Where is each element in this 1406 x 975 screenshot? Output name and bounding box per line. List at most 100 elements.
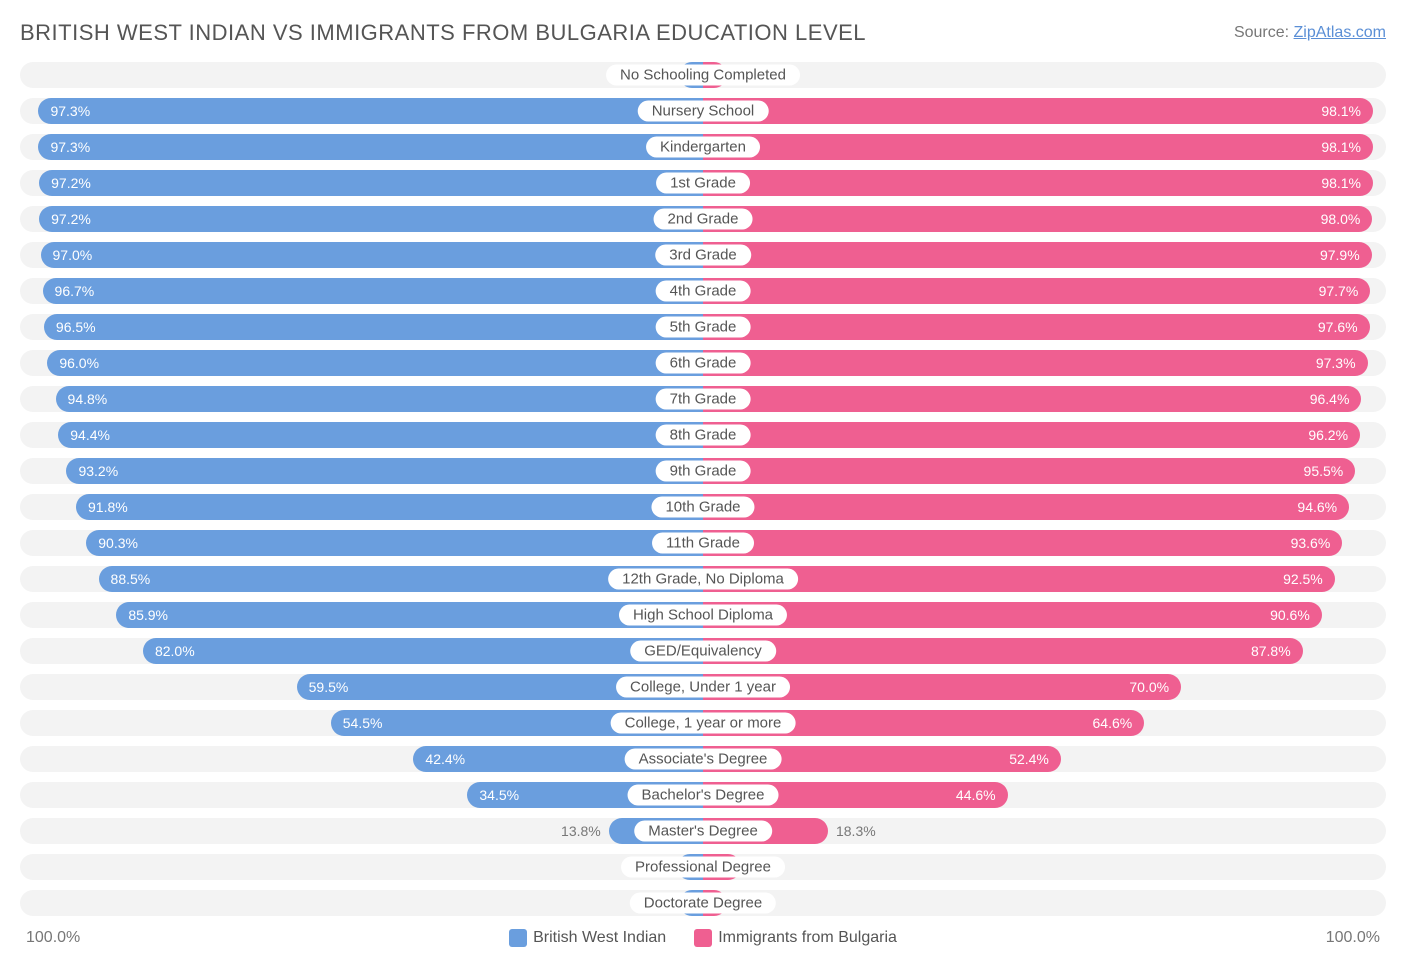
- chart-row: 85.9%90.6%High School Diploma: [20, 602, 1386, 628]
- chart-bar-right: 87.8%: [703, 638, 1303, 664]
- chart-row-right-side: 1.9%: [703, 62, 1386, 88]
- chart-row: 13.8%18.3%Master's Degree: [20, 818, 1386, 844]
- chart-row-category-label: 6th Grade: [656, 353, 751, 374]
- chart-row-category-label: 8th Grade: [656, 425, 751, 446]
- chart-bar-left: 97.2%: [39, 170, 703, 196]
- chart-bar-value-right: 98.1%: [1321, 175, 1361, 191]
- chart-row: 96.0%97.3%6th Grade: [20, 350, 1386, 376]
- chart-row: 42.4%52.4%Associate's Degree: [20, 746, 1386, 772]
- chart-row-left-side: 97.3%: [20, 98, 703, 124]
- chart-bar-value-right: 98.0%: [1321, 211, 1361, 227]
- chart-bar-value-left: 96.5%: [56, 319, 96, 335]
- chart-row: 97.3%98.1%Kindergarten: [20, 134, 1386, 160]
- chart-row: 34.5%44.6%Bachelor's Degree: [20, 782, 1386, 808]
- chart-row-left-side: 85.9%: [20, 602, 703, 628]
- chart-source: Source: ZipAtlas.com: [1234, 24, 1386, 42]
- chart-bar-value-left: 42.4%: [425, 751, 465, 767]
- chart-row-left-side: 97.3%: [20, 134, 703, 160]
- legend-label-right: Immigrants from Bulgaria: [718, 929, 897, 947]
- chart-row-right-side: 98.1%: [703, 170, 1386, 196]
- chart-bar-value-right: 18.3%: [828, 823, 876, 839]
- chart-bar-value-right: 70.0%: [1129, 679, 1169, 695]
- chart-row-left-side: 93.2%: [20, 458, 703, 484]
- chart-bar-left: 85.9%: [116, 602, 703, 628]
- chart-bar-value-right: 95.5%: [1304, 463, 1344, 479]
- chart-bar-value-right: 92.5%: [1283, 571, 1323, 587]
- chart-bar-right: 97.7%: [703, 278, 1370, 304]
- chart-row-category-label: Kindergarten: [646, 137, 760, 158]
- chart-bar-right: 98.1%: [703, 98, 1373, 124]
- chart-bar-value-left: 88.5%: [111, 571, 151, 587]
- chart-row-right-side: 97.3%: [703, 350, 1386, 376]
- chart-bar-value-right: 90.6%: [1270, 607, 1310, 623]
- chart-row-left-side: 82.0%: [20, 638, 703, 664]
- chart-row: 94.4% 96.2%8th Grade: [20, 422, 1386, 448]
- chart-row-right-side: 64.6%: [703, 710, 1386, 736]
- chart-bar-left: 97.0%: [41, 242, 704, 268]
- chart-bar-right: 93.6%: [703, 530, 1342, 556]
- axis-label-left: 100.0%: [26, 929, 80, 947]
- chart-row-left-side: 94.8%: [20, 386, 703, 412]
- chart-bar-value-left: 13.8%: [561, 823, 609, 839]
- chart-row-category-label: Doctorate Degree: [630, 893, 776, 914]
- chart-row-left-side: 91.8%: [20, 494, 703, 520]
- chart-bar-right: 97.6%: [703, 314, 1370, 340]
- chart-row-left-side: 3.8%: [20, 854, 703, 880]
- chart-row: 59.5% 70.0% College, Under 1 year: [20, 674, 1386, 700]
- chart-row: 97.3% 98.1%Nursery School: [20, 98, 1386, 124]
- chart-bar-left: 97.3%: [38, 98, 703, 124]
- chart-bar-value-left: 93.2%: [78, 463, 118, 479]
- chart-row-right-side: 97.7%: [703, 278, 1386, 304]
- chart-row-category-label: College, Under 1 year: [616, 677, 790, 698]
- chart-bar-right: 96.2%: [703, 422, 1360, 448]
- chart-bar-value-left: 97.3%: [50, 103, 90, 119]
- chart-row-right-side: 97.6%: [703, 314, 1386, 340]
- chart-row-left-side: 90.3%: [20, 530, 703, 556]
- legend-swatch-left: [509, 929, 527, 947]
- chart-bar-left: 82.0%: [143, 638, 703, 664]
- chart-row-category-label: Nursery School: [638, 101, 769, 122]
- source-link[interactable]: ZipAtlas.com: [1294, 24, 1386, 41]
- chart-row-right-side: 94.6%: [703, 494, 1386, 520]
- chart-row-right-side: 95.5%: [703, 458, 1386, 484]
- chart-footer: 100.0% British West Indian Immigrants fr…: [20, 926, 1386, 950]
- chart-row-right-side: 97.9%: [703, 242, 1386, 268]
- chart-row-right-side: 92.5%: [703, 566, 1386, 592]
- chart-row-left-side: 97.2%: [20, 170, 703, 196]
- chart-bar-value-left: 97.0%: [53, 247, 93, 263]
- chart-row-left-side: 59.5%: [20, 674, 703, 700]
- chart-row: 97.0%97.9%3rd Grade: [20, 242, 1386, 268]
- chart-bar-value-left: 54.5%: [343, 715, 383, 731]
- chart-bar-value-left: 96.7%: [55, 283, 95, 299]
- chart-row: 97.2%98.0%2nd Grade: [20, 206, 1386, 232]
- chart-row-left-side: 13.8%: [20, 818, 703, 844]
- chart-row-right-side: 98.0%: [703, 206, 1386, 232]
- chart-row-right-side: 87.8%: [703, 638, 1386, 664]
- chart-bar-left: 96.5%: [44, 314, 703, 340]
- chart-bar-value-left: 91.8%: [88, 499, 128, 515]
- chart-row-right-side: 5.5%: [703, 854, 1386, 880]
- chart-row-left-side: 42.4%: [20, 746, 703, 772]
- chart-row: 2.7%1.9%No Schooling Completed: [20, 62, 1386, 88]
- chart-bar-value-left: 82.0%: [155, 643, 195, 659]
- source-prefix: Source:: [1234, 24, 1294, 41]
- chart-bar-value-right: 94.6%: [1297, 499, 1337, 515]
- chart-row-category-label: 10th Grade: [651, 497, 754, 518]
- chart-bar-value-right: 52.4%: [1009, 751, 1049, 767]
- chart-row: 90.3%93.6%11th Grade: [20, 530, 1386, 556]
- chart-row-right-side: 18.3%: [703, 818, 1386, 844]
- chart-row: 54.5%64.6%College, 1 year or more: [20, 710, 1386, 736]
- chart-row-category-label: 7th Grade: [656, 389, 751, 410]
- chart-row-category-label: 9th Grade: [656, 461, 751, 482]
- chart-bar-value-left: 34.5%: [479, 787, 519, 803]
- chart-bar-left: 96.7%: [43, 278, 703, 304]
- chart-row-right-side: 90.6%: [703, 602, 1386, 628]
- chart-bar-right: 98.0%: [703, 206, 1372, 232]
- chart-row-category-label: 4th Grade: [656, 281, 751, 302]
- chart-bar-left: 96.0%: [47, 350, 703, 376]
- chart-bar-right: 96.4%: [703, 386, 1361, 412]
- chart-bar-value-left: 94.4%: [70, 427, 110, 443]
- chart-row-category-label: Professional Degree: [621, 857, 785, 878]
- chart-bar-value-left: 97.3%: [50, 139, 90, 155]
- chart-row-right-side: 70.0%: [703, 674, 1386, 700]
